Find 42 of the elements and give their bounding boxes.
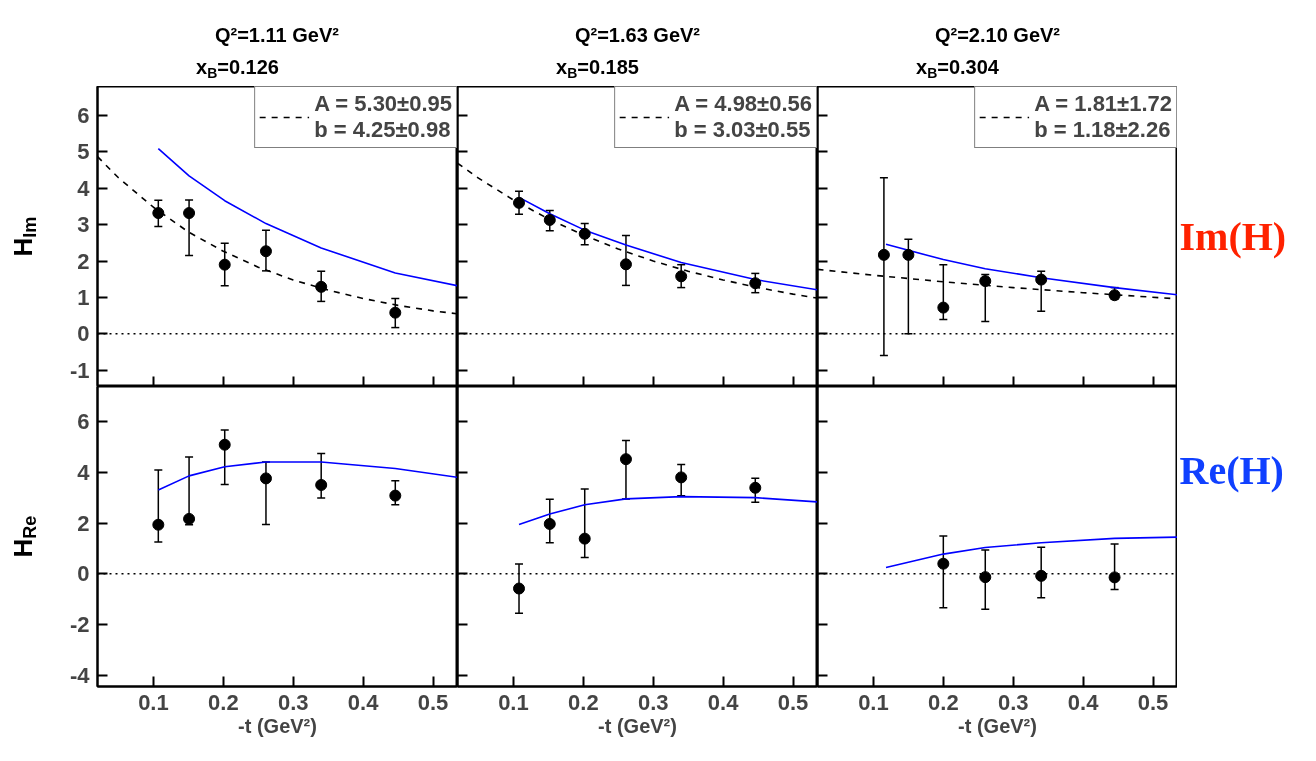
x-tick-label: 0.5 (777, 689, 809, 715)
legend-label: A = 4.98±0.56 b = 3.03±0.55 (674, 91, 812, 143)
y-tick-label: 5 (77, 139, 90, 165)
y-tick-label: 0 (77, 321, 90, 347)
x-tick-label: 0.5 (1137, 689, 1169, 715)
y-tick-label: 3 (77, 212, 90, 238)
x-axis-title: -t (GeV²) (238, 714, 317, 737)
y-tick-label: 1 (77, 284, 90, 310)
text: Re(H) (1179, 448, 1284, 493)
y-tick-label: 4 (77, 460, 91, 486)
y-tick-label: 6 (77, 103, 90, 129)
x-tick-label: 0.1 (498, 689, 529, 715)
x-tick-label: 0.2 (568, 689, 599, 715)
y-tick-label: 2 (77, 510, 90, 536)
y-axis-title: HIm (7, 216, 41, 257)
chart-title: Q²=1.11 GeV² (214, 23, 340, 46)
y-tick-label: 0 (77, 561, 90, 587)
y-tick-label: -1 (69, 357, 90, 383)
chart-title: Q²=2.10 GeV² (934, 23, 1061, 46)
chart-title: Q²=1.63 GeV² (574, 23, 701, 46)
x-tick-label: 0.3 (637, 689, 669, 715)
x-tick-label: 0.5 (417, 689, 449, 715)
x-tick-label: 0.2 (208, 689, 239, 715)
legend-label: A = 5.30±0.95 b = 4.25±0.98 (314, 91, 452, 143)
y-tick-label: 2 (77, 248, 90, 274)
y-tick-label: -4 (69, 662, 91, 688)
x-tick-label: 0.3 (997, 689, 1029, 715)
y-tick-label: -2 (69, 611, 90, 637)
y-tick-label: 4 (77, 175, 91, 201)
x-axis-title: -t (GeV²) (598, 714, 677, 737)
x-tick-label: 0.4 (707, 689, 740, 715)
x-axis-title: -t (GeV²) (958, 714, 1037, 737)
x-tick-label: 0.3 (277, 689, 309, 715)
text: Im(H) (1179, 214, 1287, 259)
x-tick-label: 0.4 (347, 689, 380, 715)
x-tick-label: 0.4 (1067, 689, 1100, 715)
y-tick-label: 6 (77, 409, 90, 435)
x-tick-label: 0.1 (138, 689, 169, 715)
legend-label: A = 1.81±1.72 b = 1.18±2.26 (1034, 91, 1172, 143)
x-tick-label: 0.2 (928, 689, 959, 715)
x-tick-label: 0.1 (858, 689, 889, 715)
y-axis-title: HRe (7, 515, 41, 558)
